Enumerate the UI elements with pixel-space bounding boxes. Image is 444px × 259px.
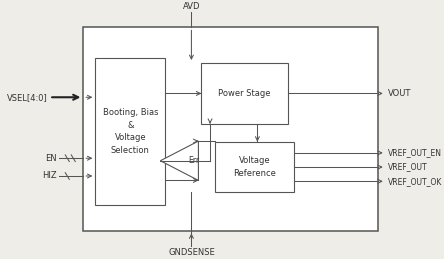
Bar <box>83 27 378 231</box>
Text: Err: Err <box>188 156 199 165</box>
Bar <box>95 58 165 205</box>
Text: VREF_OUT_OK: VREF_OUT_OK <box>388 177 442 186</box>
Text: VSEL[4:0]: VSEL[4:0] <box>7 93 47 102</box>
Text: VREF_OUT_EN: VREF_OUT_EN <box>388 148 442 157</box>
Text: Booting, Bias
&
Voltage
Selection: Booting, Bias & Voltage Selection <box>103 108 158 155</box>
Text: AVD: AVD <box>182 2 200 11</box>
Text: EN: EN <box>46 154 57 163</box>
Bar <box>202 63 288 124</box>
Text: GNDSENSE: GNDSENSE <box>168 248 215 257</box>
Polygon shape <box>160 141 198 181</box>
Text: VREF_OUT: VREF_OUT <box>388 163 427 172</box>
Text: Voltage
Reference: Voltage Reference <box>233 156 276 178</box>
Text: HIZ: HIZ <box>43 171 57 181</box>
Bar <box>215 142 293 192</box>
Text: VOUT: VOUT <box>388 89 411 98</box>
Text: Power Stage: Power Stage <box>218 89 271 98</box>
